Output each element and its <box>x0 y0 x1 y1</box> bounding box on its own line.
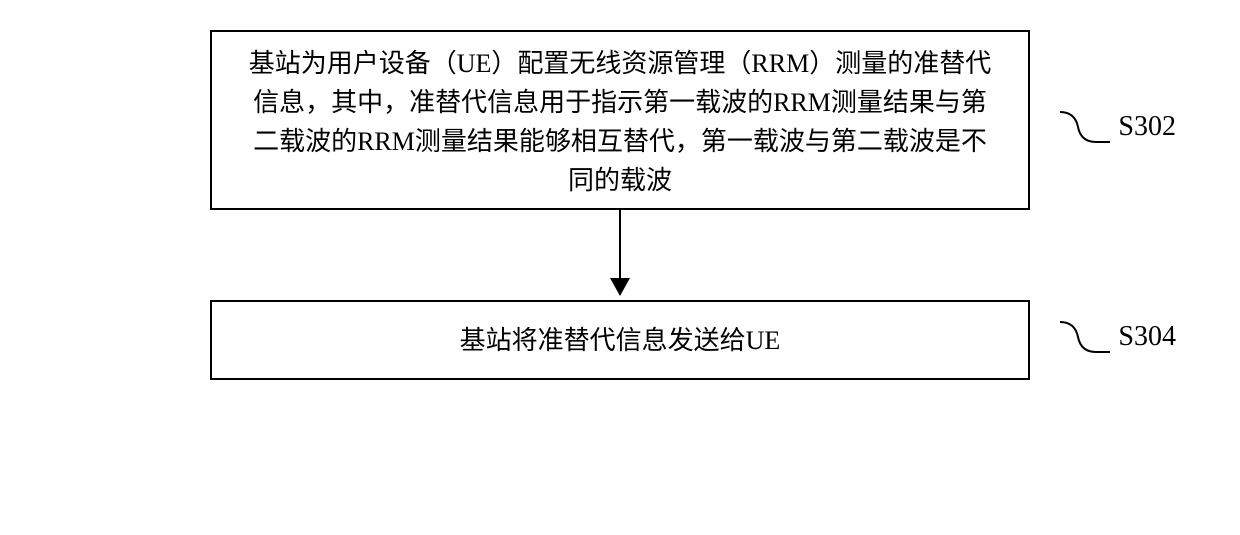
label-curve-icon <box>1060 102 1110 152</box>
node-label-container: S304 <box>1060 312 1176 362</box>
node-label: S302 <box>1118 111 1176 143</box>
label-curve-icon <box>1060 312 1110 362</box>
arrow-head-icon <box>610 278 630 296</box>
node-text: 基站将准替代信息发送给UE <box>460 321 781 360</box>
node-text: 基站为用户设备（UE）配置无线资源管理（RRM）测量的准替代信息，其中，准替代信… <box>242 44 998 200</box>
arrow-line <box>619 210 621 280</box>
flowchart-node-step2: 基站将准替代信息发送给UE S304 <box>210 300 1030 380</box>
node-label-container: S302 <box>1060 102 1176 152</box>
flowchart-arrow <box>210 210 1030 300</box>
flowchart-container: 基站为用户设备（UE）配置无线资源管理（RRM）测量的准替代信息，其中，准替代信… <box>210 30 1030 380</box>
node-label: S304 <box>1118 321 1176 353</box>
flowchart-node-step1: 基站为用户设备（UE）配置无线资源管理（RRM）测量的准替代信息，其中，准替代信… <box>210 30 1030 210</box>
